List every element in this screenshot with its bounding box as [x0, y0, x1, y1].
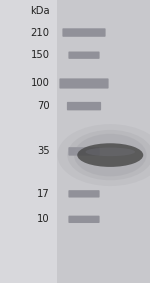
FancyBboxPatch shape	[68, 52, 100, 59]
FancyBboxPatch shape	[57, 0, 150, 283]
Text: 210: 210	[30, 27, 50, 38]
Ellipse shape	[74, 134, 147, 176]
Ellipse shape	[77, 143, 143, 167]
Text: 17: 17	[37, 189, 50, 199]
Text: 70: 70	[37, 101, 50, 111]
Ellipse shape	[57, 124, 150, 186]
FancyBboxPatch shape	[59, 78, 109, 89]
FancyBboxPatch shape	[68, 216, 100, 223]
Text: 100: 100	[31, 78, 50, 89]
Text: 10: 10	[37, 214, 50, 224]
FancyBboxPatch shape	[62, 28, 106, 37]
Text: 35: 35	[37, 146, 50, 156]
Ellipse shape	[85, 147, 135, 156]
Text: 150: 150	[30, 50, 50, 60]
FancyBboxPatch shape	[68, 190, 100, 198]
FancyBboxPatch shape	[68, 147, 100, 156]
Text: kDa: kDa	[30, 6, 50, 16]
Ellipse shape	[67, 130, 150, 180]
FancyBboxPatch shape	[67, 102, 101, 110]
